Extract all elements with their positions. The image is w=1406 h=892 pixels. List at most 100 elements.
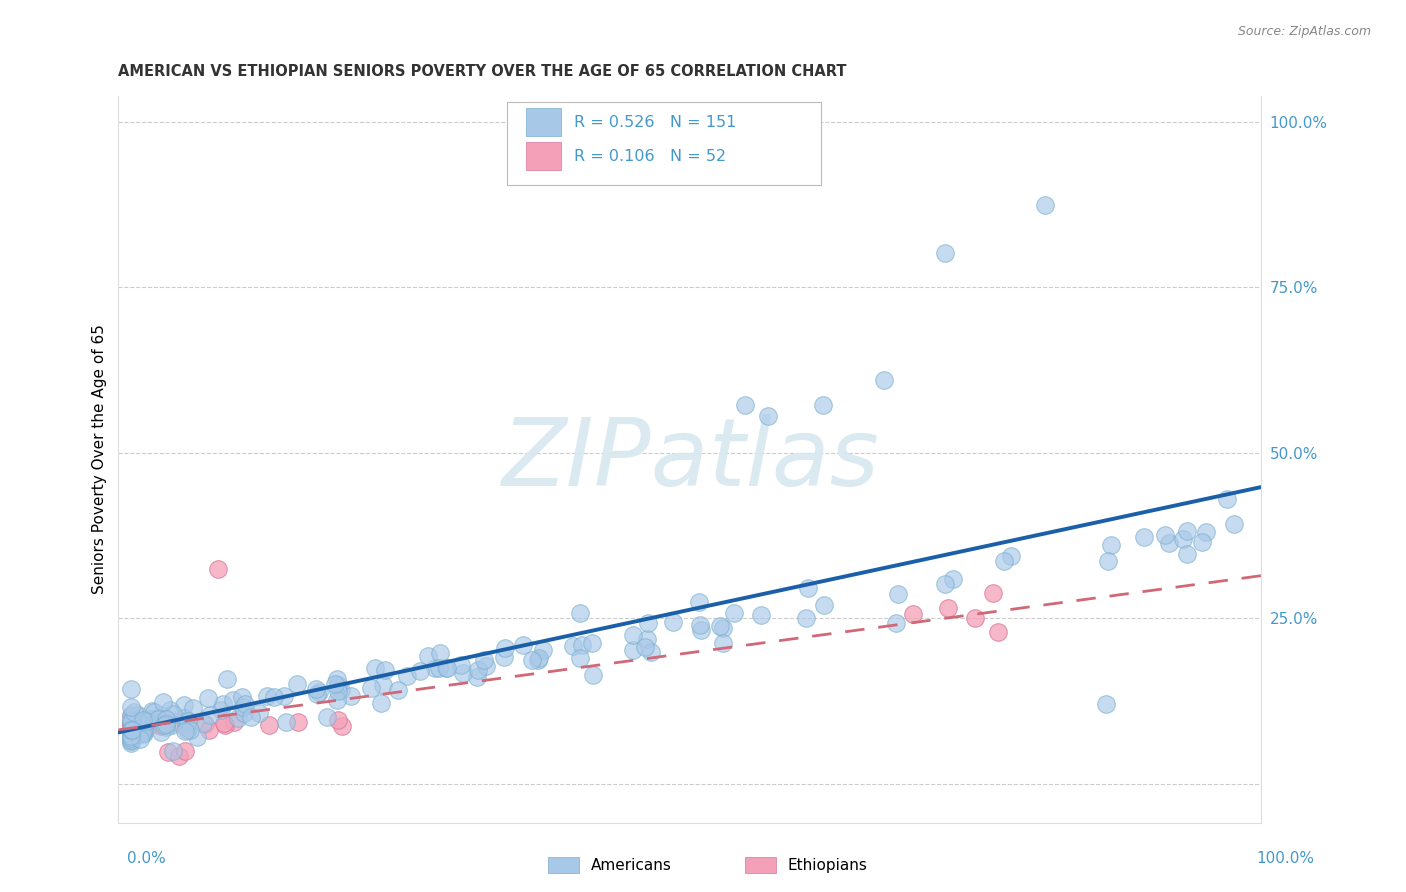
Point [134,719,156,733]
Point [340,689,363,703]
Point [143,714,166,729]
Point [120,723,142,737]
Point [527,653,550,667]
Point [176,714,198,728]
FancyBboxPatch shape [526,143,561,170]
Point [494,641,516,656]
Point [636,632,658,646]
Point [434,661,457,675]
Point [305,681,328,696]
Point [330,682,353,697]
Point [120,722,142,736]
Point [1154,528,1177,542]
Point [936,601,959,615]
Point [173,698,195,713]
Point [214,717,236,731]
Point [212,698,235,712]
Point [371,678,394,692]
Point [155,713,177,727]
Point [1171,532,1194,546]
Point [285,676,308,690]
Point [305,687,328,701]
Point [749,607,772,622]
Point [131,725,153,739]
Point [427,661,450,675]
Point [522,653,544,667]
Point [330,718,353,732]
Point [276,715,298,730]
Point [120,718,142,732]
Point [139,712,162,726]
Point [127,721,149,735]
Point [146,715,169,730]
Point [174,724,197,739]
Point [263,690,285,704]
Point [1133,530,1156,544]
Point [965,611,987,625]
Point [387,683,409,698]
Point [423,661,446,675]
Point [131,717,153,731]
Text: R = 0.526   N = 151: R = 0.526 N = 151 [575,115,737,129]
Point [472,653,495,667]
Point [492,649,515,664]
Point [467,663,489,677]
Point [811,398,834,412]
Point [1191,534,1213,549]
Point [162,707,184,722]
Point [374,663,396,677]
Point [794,611,817,625]
Point [120,716,142,731]
Point [120,734,142,748]
Point [370,696,392,710]
Point [1099,538,1122,552]
Text: Ethiopians: Ethiopians [787,858,868,872]
Point [143,705,166,719]
Point [451,666,474,681]
Point [257,718,280,732]
Point [395,669,418,683]
Text: 100.0%: 100.0% [1257,851,1315,865]
Point [796,581,818,595]
Point [162,718,184,732]
Point [120,717,142,731]
Point [136,719,159,733]
Point [450,658,472,673]
Point [181,701,204,715]
Point [121,714,143,728]
Point [121,721,143,735]
Point [186,730,208,744]
Point [174,720,197,734]
Point [120,700,142,714]
Point [120,708,142,723]
Point [120,733,142,747]
Point [129,720,152,734]
Point [436,661,458,675]
Point [465,670,488,684]
Point [231,690,253,704]
Point [326,684,349,698]
Point [364,661,387,675]
Text: 0.0%: 0.0% [127,851,166,865]
Point [1215,492,1237,507]
Point [256,689,278,703]
Point [689,617,711,632]
Point [326,673,349,687]
Point [409,664,432,678]
Point [132,714,155,728]
Point [176,723,198,738]
Point [120,709,142,723]
Y-axis label: Seniors Poverty Over the Age of 65: Seniors Poverty Over the Age of 65 [93,325,107,594]
Point [169,749,191,764]
Point [121,723,143,737]
Point [308,685,330,699]
Point [233,697,256,711]
Point [512,638,534,652]
Point [128,731,150,746]
Point [640,645,662,659]
Point [569,607,592,621]
Point [125,720,148,734]
Point [129,718,152,732]
Text: R = 0.106   N = 52: R = 0.106 N = 52 [575,149,727,164]
Point [179,723,201,737]
